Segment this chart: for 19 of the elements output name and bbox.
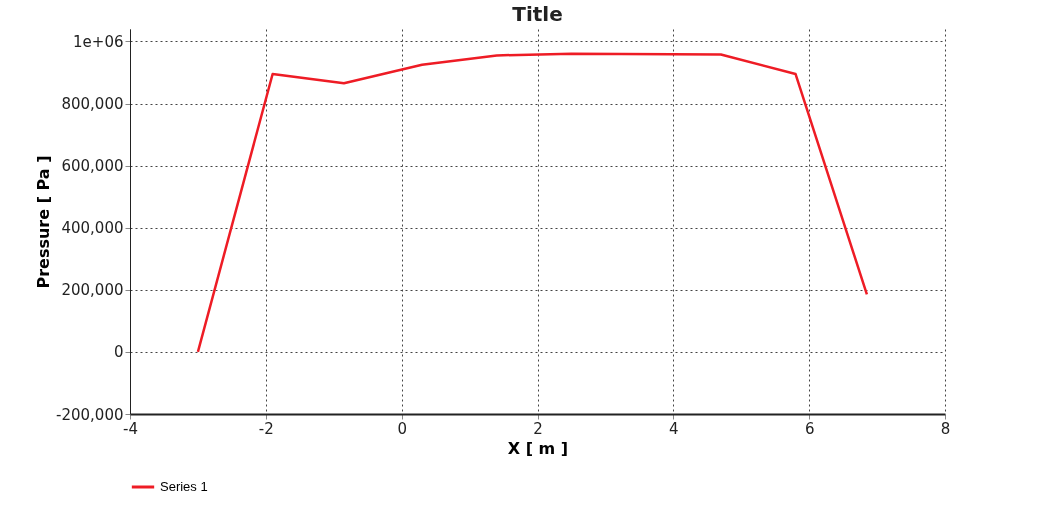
x-tick-label: 2 xyxy=(533,419,543,438)
y-tick-label: 800,000 xyxy=(61,95,124,114)
legend-label: Series 1 xyxy=(160,479,208,494)
x-axis-title: X [ m ] xyxy=(507,438,569,458)
y-tick-label: 200,000 xyxy=(61,281,124,300)
y-axis-title: Pressure [ Pa ] xyxy=(34,155,54,289)
y-tick-label: 0 xyxy=(113,343,124,362)
y-tick-label: 400,000 xyxy=(61,219,124,238)
x-tick-label: 8 xyxy=(940,419,951,438)
y-tick-label: 1e+06 xyxy=(73,32,124,51)
line-series xyxy=(196,52,869,354)
x-tick-label: -2 xyxy=(258,419,274,438)
x-tick-label: -4 xyxy=(123,419,138,438)
chart-title: Title xyxy=(512,2,563,26)
y-tick-label: -200,000 xyxy=(56,405,124,424)
y-tick-label: 600,000 xyxy=(61,157,124,176)
x-tick-label: 6 xyxy=(804,419,815,438)
x-tick-label: 4 xyxy=(669,419,679,438)
x-tick-label: 0 xyxy=(397,419,407,438)
